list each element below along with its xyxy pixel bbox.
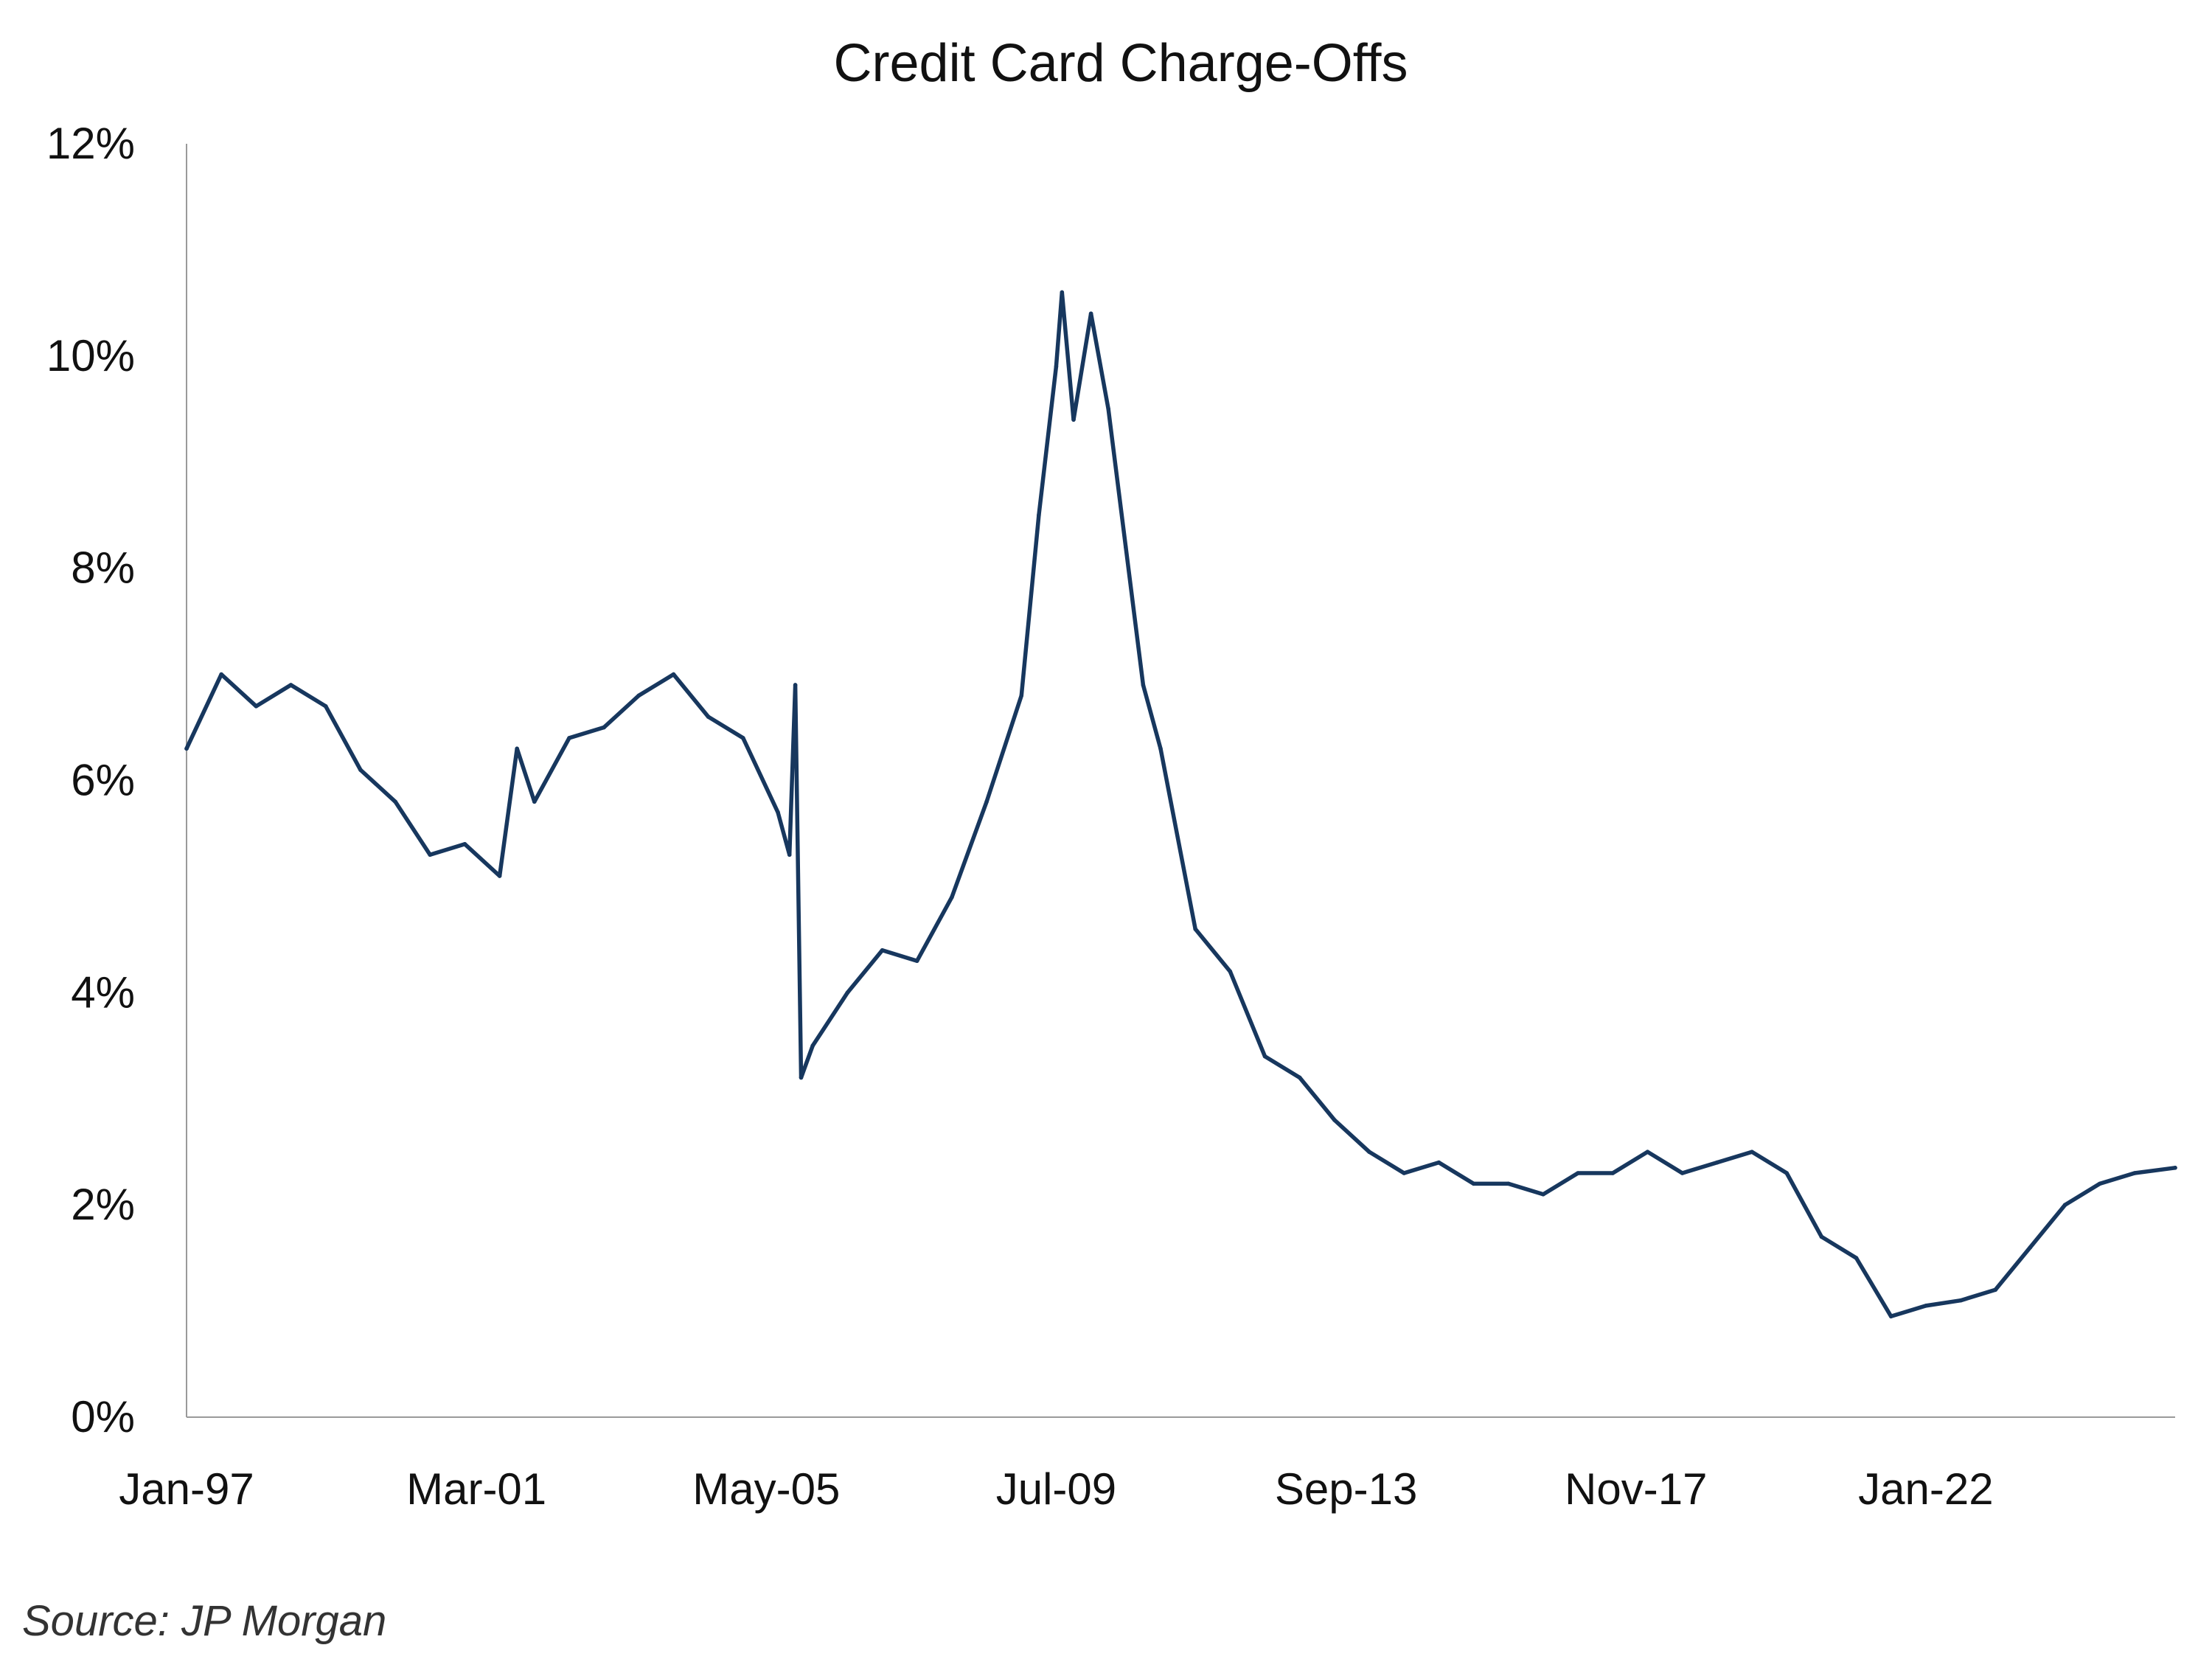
data-point — [1436, 1160, 1441, 1165]
data-point — [1054, 364, 1059, 369]
data-point — [1854, 1256, 1859, 1260]
y-axis-ticks: 0% 2% 4% 6% 8% 10% 12% — [46, 119, 135, 1441]
data-point — [1958, 1298, 1963, 1303]
data-point — [776, 810, 780, 815]
data-point — [810, 1043, 815, 1048]
y-tick-label: 8% — [71, 543, 135, 593]
data-point — [2132, 1171, 2137, 1175]
x-tick-label: Sep-13 — [1275, 1464, 1417, 1514]
data-point — [950, 895, 954, 900]
data-point — [1715, 1160, 1719, 1165]
data-point — [2097, 1181, 2102, 1186]
data-point — [219, 672, 223, 677]
data-point — [1750, 1150, 1754, 1155]
y-tick-label: 10% — [46, 331, 135, 380]
data-point — [1193, 927, 1197, 931]
y-tick-label: 0% — [71, 1392, 135, 1441]
data-point — [787, 852, 792, 858]
data-point — [1141, 683, 1146, 687]
data-point — [1367, 1150, 1371, 1155]
data-point — [323, 703, 328, 709]
data-point — [845, 990, 850, 995]
data-point — [1784, 1171, 1789, 1175]
data-point — [741, 736, 745, 740]
y-tick-label: 2% — [71, 1180, 135, 1229]
data-point — [515, 746, 519, 751]
data-point — [1819, 1234, 1824, 1239]
data-point — [914, 959, 919, 963]
data-point — [1888, 1314, 1893, 1319]
data-point — [1228, 969, 1233, 974]
x-axis-ticks: Jan-97 Mar-01 May-05 Jul-09 Sep-13 Nov-17 Jan-… — [119, 1464, 1993, 1514]
data-point — [567, 736, 571, 740]
data-point — [799, 1075, 804, 1080]
data-point — [1506, 1181, 1511, 1186]
data-point — [254, 703, 259, 709]
x-tick-label: Jul-09 — [996, 1464, 1116, 1514]
data-point — [602, 725, 606, 730]
source-note: Source: JP Morgan — [22, 1597, 386, 1645]
data-point — [1297, 1075, 1302, 1080]
data-point — [393, 799, 397, 804]
data-point — [671, 672, 676, 677]
data-point — [1060, 290, 1065, 295]
data-point — [1071, 417, 1076, 422]
charge-off-rate-line — [184, 290, 2177, 1319]
data-point — [1332, 1118, 1337, 1122]
data-point — [2028, 1245, 2033, 1250]
data-point — [1993, 1287, 1998, 1293]
data-point — [1037, 512, 1041, 518]
data-point — [462, 842, 467, 846]
data-point — [1088, 311, 1093, 316]
data-point — [288, 683, 293, 687]
data-point — [1402, 1171, 1407, 1175]
data-point — [1471, 1181, 1476, 1186]
x-tick-label: Nov-17 — [1565, 1464, 1707, 1514]
y-tick-label: 12% — [46, 119, 135, 168]
data-point — [1610, 1171, 1615, 1175]
data-point — [497, 874, 502, 878]
x-tick-label: Jan-22 — [1858, 1464, 1993, 1514]
data-point — [358, 768, 363, 772]
data-point — [1124, 545, 1128, 549]
data-point — [984, 799, 989, 804]
data-point — [184, 746, 189, 751]
chart-title: Credit Card Charge-Offs — [834, 34, 1408, 93]
data-point — [793, 683, 798, 687]
x-tick-label: Jan-97 — [119, 1464, 254, 1514]
data-point — [706, 714, 711, 719]
data-point — [2173, 1165, 2177, 1170]
data-point — [880, 947, 885, 953]
data-point — [1019, 693, 1024, 698]
data-point — [532, 799, 537, 804]
data-point — [1576, 1171, 1580, 1175]
data-point — [1680, 1171, 1685, 1175]
data-point — [1106, 406, 1111, 411]
data-point — [1541, 1192, 1545, 1197]
data-point — [2062, 1203, 2067, 1207]
data-point — [428, 852, 433, 858]
y-tick-label: 6% — [71, 756, 135, 805]
data-point — [1262, 1054, 1267, 1059]
data-points — [184, 290, 2177, 1319]
data-point — [636, 693, 641, 698]
data-point — [1924, 1304, 1928, 1308]
data-point — [1645, 1150, 1650, 1155]
y-tick-label: 4% — [71, 967, 135, 1017]
x-tick-label: Mar-01 — [406, 1464, 546, 1514]
data-point — [1158, 746, 1163, 751]
x-tick-label: May-05 — [692, 1464, 840, 1514]
